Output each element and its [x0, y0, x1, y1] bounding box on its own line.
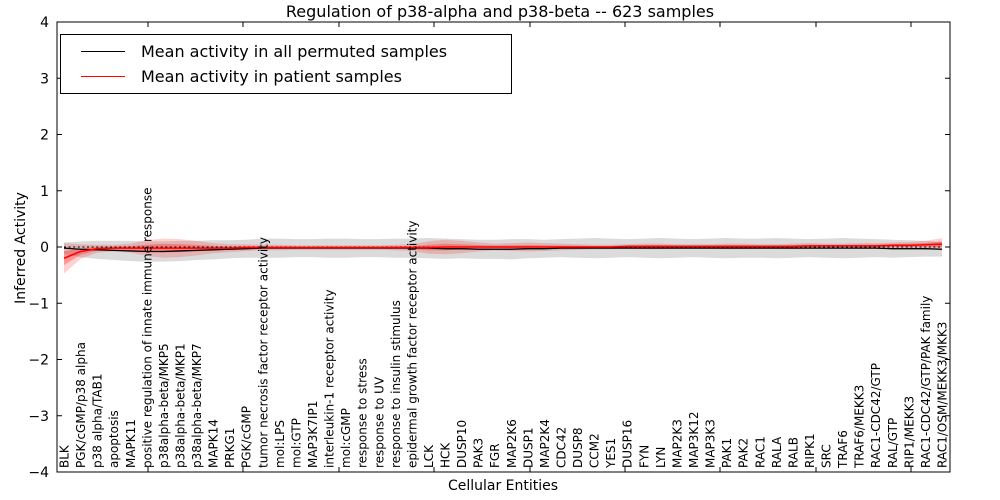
x-tick-label: p38alpha-beta/MKP1: [173, 343, 187, 468]
x-tick-label: RAL/GTP: [886, 418, 900, 468]
x-tick-label: MAPK14: [207, 419, 221, 468]
x-tick-label: DUSP10: [455, 420, 469, 468]
x-tick-label: FGR: [488, 443, 502, 468]
x-tick-label: MAP3K7IP1: [306, 401, 320, 468]
x-tick-label: positive regulation of innate immune res…: [140, 188, 154, 468]
x-tick-label: RIP1/MEKK3: [902, 396, 916, 468]
patient-mean-line: [63, 243, 943, 259]
x-tick-label: DUSP16: [621, 420, 635, 468]
x-tick-label: HCK: [439, 442, 453, 468]
x-axis-title: Cellular Entities: [447, 478, 559, 494]
chart-title: Regulation of p38-alpha and p38-beta -- …: [285, 2, 715, 21]
y-tick-label: 1: [40, 184, 49, 200]
x-tick-label: MAP2K6: [505, 419, 519, 468]
x-tick-label: response to UV: [372, 376, 386, 468]
x-tick-label: YES1: [604, 438, 618, 469]
x-tick-label: LYN: [654, 447, 668, 468]
x-tick-label: RALA: [770, 436, 784, 468]
legend-line-permuted-icon: [81, 51, 125, 52]
x-tick-label: RAC1: [753, 436, 767, 468]
x-tick-label: PGK/cGMP/p38 alpha: [74, 342, 88, 468]
x-tick-label: TRAF6: [836, 430, 850, 469]
legend: Mean activity in all permuted samples Me…: [60, 34, 512, 94]
x-tick-label: LCK: [422, 444, 436, 468]
x-tick-label: RIPK1: [803, 433, 817, 468]
x-tick-label: response to insulin stimulus: [389, 300, 403, 468]
x-tick-label: response to stress: [356, 358, 370, 468]
y-tick-label: −1: [28, 296, 49, 312]
y-tick-label: −4: [28, 465, 49, 481]
x-tick-label: CDC42: [554, 427, 568, 468]
x-tick-label: SRC: [820, 444, 834, 468]
x-tick-label: RAC1-CDC42/GTP/PAK family: [919, 296, 933, 468]
x-tick-label: PAK1: [720, 438, 734, 468]
x-tick-label: DUSP8: [571, 427, 585, 468]
y-tick-label: 0: [40, 240, 49, 256]
x-tick-label: TRAF6/MEKK3: [853, 385, 867, 469]
x-tick-label: apoptosis: [107, 410, 121, 468]
legend-item-permuted: Mean activity in all permuted samples: [61, 39, 511, 64]
legend-line-patient-icon: [81, 76, 125, 77]
x-tick-label: RAC1-CDC42/GTP: [869, 363, 883, 468]
x-tick-label: p38alpha-beta/MKP5: [157, 343, 171, 468]
x-tick-label: BLK: [58, 444, 72, 468]
x-tick-label: mol:LPS: [273, 420, 287, 468]
y-tick-label: −3: [28, 409, 49, 425]
legend-item-patient: Mean activity in patient samples: [61, 64, 511, 89]
x-tick-label: PAK2: [737, 438, 751, 468]
x-tick-label: CCM2: [588, 433, 602, 468]
x-tick-label: DUSP1: [521, 427, 535, 468]
x-tick-label: MAPK11: [124, 419, 138, 468]
x-tick-label: MAP3K12: [687, 411, 701, 468]
x-tick-label: PRKG1: [223, 428, 237, 468]
x-tick-label: p38 alpha/TAB1: [91, 374, 105, 468]
y-tick-label: −2: [28, 353, 49, 369]
x-tick-label: mol:cGMP: [339, 408, 353, 468]
permuted-mean-line: [63, 247, 943, 253]
legend-label-patient: Mean activity in patient samples: [141, 67, 402, 86]
x-tick-label: mol:GTP: [289, 418, 303, 468]
x-tick-label: RAC1/OSM/MEKK3/MKK3: [935, 322, 949, 468]
x-tick-label: interleukin-1 receptor activity: [323, 289, 337, 468]
x-tick-label: MAP2K3: [670, 419, 684, 468]
x-tick-label: RALB: [786, 437, 800, 468]
legend-label-permuted: Mean activity in all permuted samples: [141, 42, 448, 61]
x-tick-label: epidermal growth factor receptor activit…: [405, 221, 419, 468]
x-tick-label: PAK3: [472, 438, 486, 468]
x-tick-label: FYN: [637, 445, 651, 468]
y-tick-label: 4: [40, 15, 49, 31]
x-tick-label: MAP3K3: [704, 419, 718, 468]
x-tick-label: PGK/cGMP: [240, 406, 254, 468]
x-tick-label: tumor necrosis factor receptor activity: [256, 237, 270, 468]
y-axis-title: Inferred Activity: [13, 192, 29, 304]
x-tick-label: p38alpha-beta/MKP7: [190, 343, 204, 468]
y-tick-label: 2: [40, 128, 49, 144]
y-tick-label: 3: [40, 71, 49, 87]
x-tick-label: MAP2K4: [538, 419, 552, 468]
